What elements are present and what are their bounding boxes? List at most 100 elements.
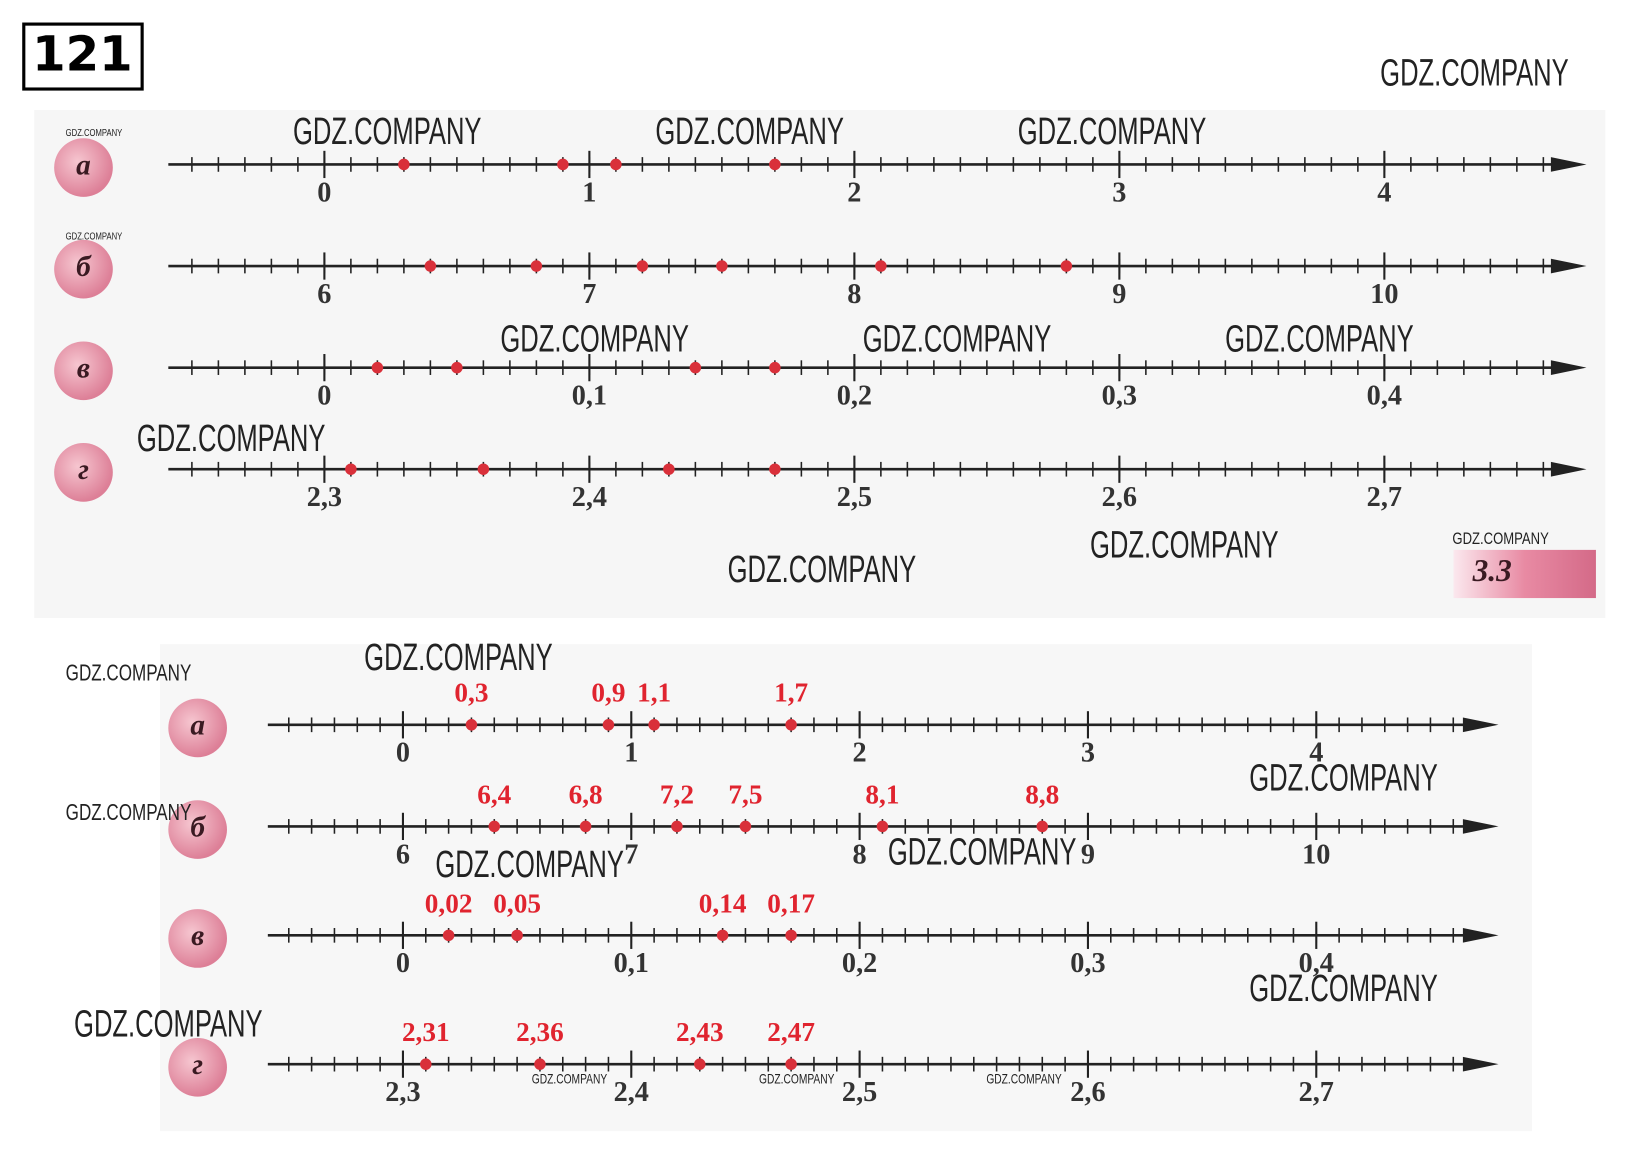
line-letter: б: [76, 251, 92, 283]
tick-label: 9: [1112, 279, 1126, 310]
point-label: 6,8: [569, 779, 603, 809]
letter-ball: [54, 138, 113, 197]
tick-label: 2,6: [1102, 482, 1137, 513]
point: [530, 260, 543, 272]
tick-label: 7: [582, 279, 596, 310]
axis-arrow: [1550, 157, 1587, 172]
axis-arrow: [1550, 258, 1587, 274]
tick-label: 4: [1377, 177, 1391, 208]
line-letter: а: [76, 149, 91, 181]
task-number-box: [22, 22, 144, 91]
tick-label: 7: [624, 839, 638, 870]
watermark: GDZ.COMPANY: [66, 231, 123, 242]
tick-label: 0: [396, 948, 410, 979]
watermark: GDZ.COMPANY: [1380, 51, 1569, 93]
axis-arrow: [1550, 461, 1587, 477]
tick-label: 1: [624, 738, 638, 769]
point: [769, 463, 781, 475]
watermark: GDZ.COMPANY: [293, 110, 482, 152]
axis-arrow: [1462, 927, 1499, 943]
tick-label: 0: [317, 380, 331, 411]
watermark: GDZ.COMPANY: [728, 548, 917, 590]
letter-ball: [168, 1037, 227, 1097]
tick-label: 0,3: [1070, 948, 1105, 979]
point: [716, 929, 729, 942]
answer-panel: [159, 644, 1533, 1132]
watermark: GDZ.COMPANY: [500, 317, 689, 359]
point-label: 2,43: [676, 1017, 724, 1047]
tick-label: 2,4: [614, 1077, 649, 1108]
watermark: GDZ.COMPANY: [74, 1002, 263, 1044]
point-label: 1,7: [774, 678, 808, 708]
point: [488, 820, 501, 833]
watermark: GDZ.COMPANY: [759, 1071, 834, 1086]
point: [785, 719, 797, 731]
tick-label: 2,4: [572, 482, 607, 513]
task-number: 121: [32, 27, 133, 83]
point: [739, 820, 752, 833]
point-label: 0,17: [767, 888, 815, 918]
watermark: GDZ.COMPANY: [66, 128, 123, 139]
tick-label: 8: [853, 839, 867, 870]
watermark: GDZ.COMPANY: [137, 417, 326, 459]
tick-label: 0,3: [1102, 380, 1137, 411]
letter-ball: [168, 800, 227, 859]
tick-label: 2,6: [1070, 1077, 1105, 1108]
point: [769, 361, 781, 374]
point: [424, 260, 437, 272]
tick-label: 10: [1302, 839, 1330, 870]
line-letter: в: [191, 920, 204, 952]
tick-label: 0,2: [837, 380, 872, 411]
point: [534, 1058, 546, 1070]
tick-label: 10: [1370, 279, 1398, 310]
point: [345, 463, 357, 475]
point: [1060, 260, 1073, 272]
exercise-panel: [34, 109, 1606, 618]
watermark: GDZ.COMPANY: [655, 110, 844, 152]
tick-label: 2,5: [837, 482, 872, 513]
point-label: 0,3: [454, 678, 488, 708]
line-letter: г: [78, 454, 89, 486]
point-label: 0,9: [591, 678, 625, 708]
tick-label: 8: [847, 279, 861, 310]
tick-label: 6: [317, 279, 331, 310]
point: [636, 260, 649, 272]
point: [785, 929, 797, 942]
axis-arrow: [1462, 1056, 1499, 1072]
watermark: GDZ.COMPANY: [364, 636, 553, 678]
line-letter: а: [190, 710, 205, 742]
point-label: 6,4: [477, 779, 511, 809]
line-letter: г: [192, 1049, 203, 1081]
axis-arrow: [1462, 819, 1499, 834]
watermark: GDZ.COMPANY: [888, 831, 1077, 873]
letter-ball: [54, 239, 113, 299]
tick-label: 0,4: [1299, 948, 1334, 979]
tick-label: 0,1: [572, 380, 607, 411]
tick-label: 2,7: [1367, 482, 1402, 513]
point-label: 2,31: [402, 1017, 450, 1047]
point: [465, 719, 478, 731]
point-label: 7,5: [728, 779, 762, 809]
point: [477, 463, 490, 475]
point: [602, 719, 615, 731]
point-label: 8,1: [865, 779, 899, 809]
watermark: GDZ.COMPANY: [1225, 317, 1414, 359]
point: [371, 361, 384, 374]
tick-label: 0: [317, 177, 331, 208]
tick-label: 2,7: [1299, 1077, 1334, 1108]
point: [716, 260, 728, 272]
tick-label: 4: [1309, 738, 1323, 769]
watermark: GDZ.COMPANY: [1249, 756, 1438, 798]
badge: 3.3: [1472, 553, 1512, 588]
tick-label: 2: [847, 177, 861, 208]
point: [420, 1058, 432, 1070]
point: [663, 463, 675, 475]
point: [689, 361, 702, 374]
point: [451, 361, 463, 374]
watermark: GDZ.COMPANY: [532, 1071, 607, 1086]
point: [1036, 820, 1049, 833]
point: [876, 820, 889, 833]
